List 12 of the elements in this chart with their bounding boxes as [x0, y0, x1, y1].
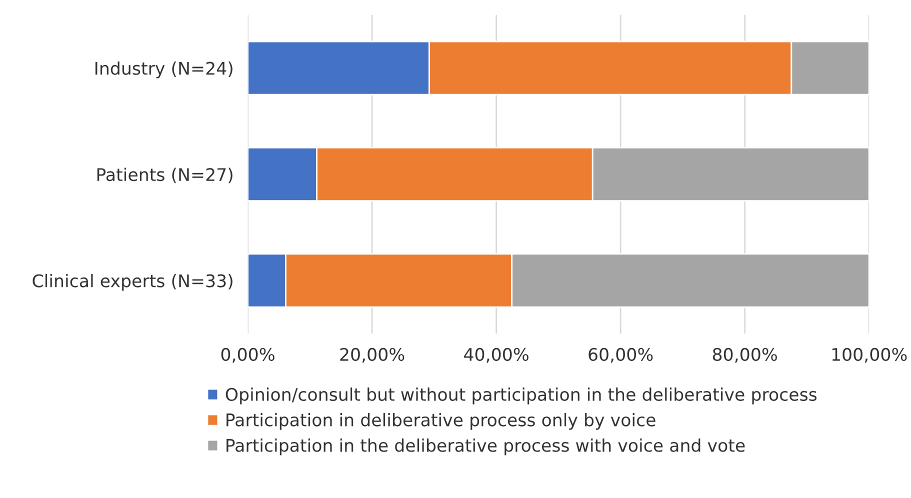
legend-label: Opinion/consult but without participation in the deliberative process [226, 388, 817, 404]
x-tick-label: 80,00% [712, 348, 777, 363]
x-tick-label: 40,00% [464, 348, 528, 363]
x-tick-label: 100,00% [832, 348, 907, 363]
x-tick-label: 0,00% [221, 348, 274, 363]
y-tick-label: Patients (N=27) [97, 168, 232, 184]
x-tick-label: 60,00% [588, 348, 653, 363]
y-tick-label: Clinical experts (N=33) [32, 274, 232, 291]
y-tick-label: Industry (N=24) [96, 61, 232, 78]
legend-label: Participation in deliberative process only by voice [226, 413, 656, 430]
legend-label: Participation in the deliberative process with voice and vote [226, 438, 745, 456]
x-tick-label: 20,00% [340, 348, 404, 363]
